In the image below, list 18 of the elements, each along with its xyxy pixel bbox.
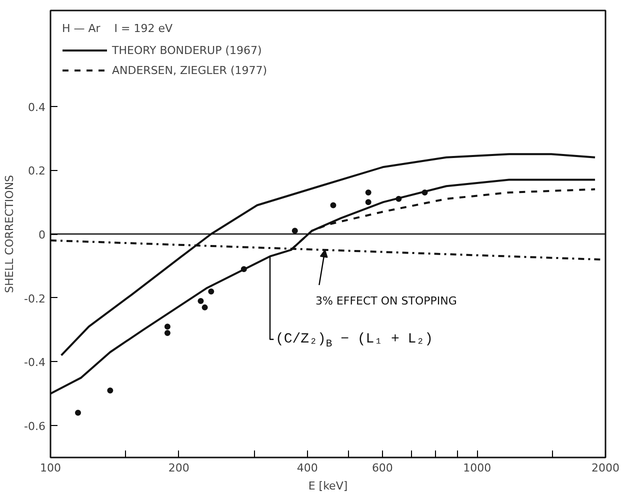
y-tick-label: -0.2: [24, 292, 46, 306]
x-tick-label: 100: [40, 462, 61, 474]
y-tick-label: -0.4: [24, 356, 46, 370]
legend-title: H — Ar I = 192 eV: [62, 22, 174, 35]
x-tick-label: 600: [372, 462, 393, 474]
x-tick-label: 2000: [592, 462, 620, 474]
x-tick-label: 200: [168, 462, 190, 474]
y-tick-label: -0.6: [24, 420, 46, 434]
y-tick-label: 0.4: [28, 100, 46, 114]
x-tick-label: 400: [296, 462, 318, 474]
x-axis-title: E [keV]: [308, 480, 348, 492]
legend-label: THEORY BONDERUP (1967): [112, 43, 262, 57]
y-tick-label: 0.2: [28, 164, 46, 178]
x-tick-label: 1000: [463, 462, 492, 474]
y-tick-label: 0: [38, 228, 46, 242]
annotation: 3% EFFECT ON STOPPING: [315, 294, 457, 308]
y-axis-title: SHELL CORRECTIONS: [3, 174, 16, 294]
legend-label: ANDERSEN, ZIEGLER (1977): [112, 63, 268, 77]
